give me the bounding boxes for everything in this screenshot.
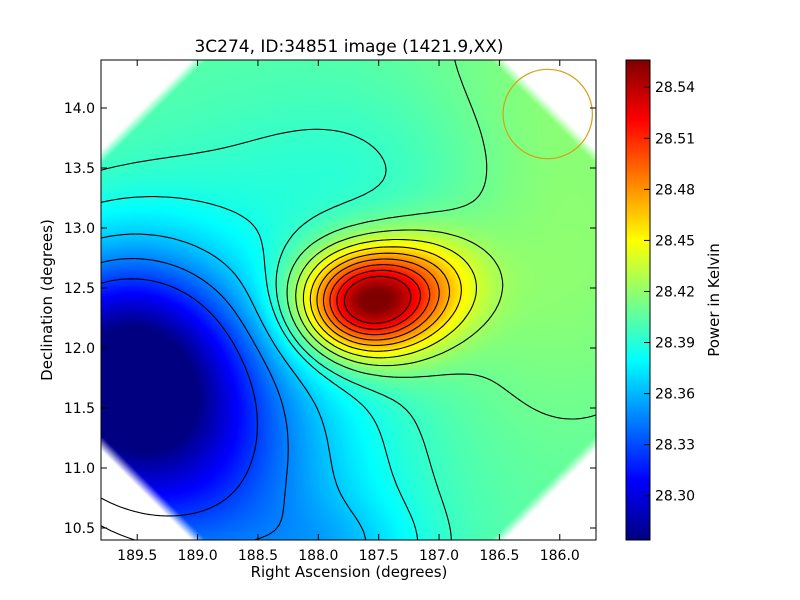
contour-lines <box>100 59 597 541</box>
y-tick-label: 12.0 <box>64 341 95 357</box>
colorbar-tick-label: 28.51 <box>655 131 695 147</box>
colorbar: 28.30 28.33 28.36 28.39 28.42 28.45 28.48 28.51… <box>625 59 723 541</box>
colorbar-tick-label: 28.33 <box>655 438 695 454</box>
contour-level-12 <box>336 269 422 330</box>
contour-level-3 <box>100 196 419 541</box>
x-tick-label: 187.0 <box>419 548 459 564</box>
y-tick-label: 11.5 <box>64 401 95 417</box>
colorbar-label: Power in Kelvin <box>705 243 723 357</box>
colorbar-tick-label: 28.54 <box>655 80 695 96</box>
y-tick-label: 10.5 <box>64 521 95 537</box>
contour-level-7 <box>302 238 477 359</box>
plot-area <box>100 59 597 541</box>
colorbar-tick-label: 28.45 <box>655 233 695 249</box>
x-tick-label: 188.0 <box>298 548 338 564</box>
x-tick-label: 189.0 <box>178 548 218 564</box>
colorbar-tick-label: 28.36 <box>655 387 695 403</box>
heatmap-image <box>101 60 596 540</box>
y-axis: 10.5 11.0 11.5 12.0 12.5 13.0 13.5 14.0 <box>64 101 596 537</box>
colorbar-tick-label: 28.42 <box>655 284 695 300</box>
x-tick-label: 186.5 <box>479 548 519 564</box>
chart-title: 3C274, ID:34851 image (1421.9,XX) <box>194 37 503 57</box>
contour-level-5 <box>286 59 597 420</box>
contour-level-9 <box>316 252 451 346</box>
x-tick-label: 187.5 <box>359 548 399 564</box>
y-tick-label: 13.0 <box>64 221 95 237</box>
x-tick-label: 189.5 <box>117 548 157 564</box>
x-tick-label: 188.5 <box>238 548 278 564</box>
contour-level-13 <box>343 275 412 324</box>
contour-level-11 <box>329 264 431 336</box>
colorbar-ticks: 28.30 28.33 28.36 28.39 28.42 28.45 28.48 28.51… <box>644 80 695 505</box>
colorbar-tick-label: 28.30 <box>655 489 695 505</box>
contour-level-6 <box>295 229 504 367</box>
contour-level-10 <box>322 258 440 341</box>
y-axis-label: Declination (degrees) <box>38 219 56 381</box>
y-tick-label: 14.0 <box>64 101 95 117</box>
colorbar-tick-label: 28.48 <box>655 182 695 198</box>
contour-level-4 <box>100 128 452 541</box>
colorbar-frame <box>625 59 651 541</box>
contour-level-8 <box>309 246 462 352</box>
colorbar-gradient <box>626 60 650 540</box>
y-tick-label: 11.0 <box>64 461 95 477</box>
x-axis: 189.5 189.0 188.5 188.0 187.5 187.0 186.5 186.0 <box>117 60 580 564</box>
colorbar-tick-label: 28.39 <box>655 336 695 352</box>
x-axis-label: Right Ascension (degrees) <box>251 563 448 581</box>
contour-level-2 <box>100 233 367 541</box>
contour-level-1 <box>100 258 289 541</box>
y-tick-label: 12.5 <box>64 281 95 297</box>
y-tick-label: 13.5 <box>64 161 95 177</box>
plot-frame <box>100 59 597 541</box>
contour-level-0 <box>100 278 258 517</box>
beam-circle <box>502 68 593 160</box>
x-tick-label: 186.0 <box>540 548 580 564</box>
